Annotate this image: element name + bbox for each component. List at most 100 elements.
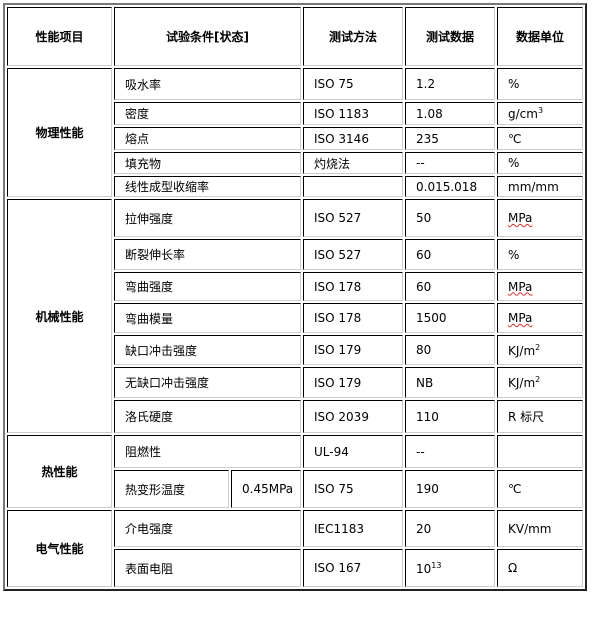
test-unit: ℃	[497, 127, 583, 150]
unit-text: g/cm	[508, 107, 538, 121]
header-row: 性能项目 试验条件[状态] 测试方法 测试数据 数据单位	[7, 7, 583, 66]
header-method: 测试方法	[303, 7, 403, 66]
test-item: 热变形温度	[114, 470, 229, 508]
test-value: 60	[405, 239, 495, 270]
value-text: 60	[416, 279, 432, 294]
test-item: 洛氏硬度	[114, 400, 301, 433]
test-method: ISO 527	[303, 239, 403, 270]
test-method: ISO 178	[303, 272, 403, 301]
unit-exponent: 2	[535, 342, 541, 352]
value-text: --	[416, 444, 425, 459]
value-text: 1.2	[416, 77, 436, 91]
value-text: 20	[416, 521, 432, 536]
table-row: 表面电阻 ISO 167 1013 Ω	[7, 549, 583, 587]
test-unit: MPa	[497, 272, 583, 301]
test-item: 弯曲强度	[114, 272, 301, 301]
test-item: 断裂伸长率	[114, 239, 301, 270]
unit-text: KJ/m	[508, 343, 536, 358]
value-text: 110	[416, 409, 439, 424]
test-unit: KJ/m2	[497, 335, 583, 365]
test-method: ISO 2039	[303, 400, 403, 433]
test-unit	[497, 435, 583, 468]
value-text: 1500	[416, 311, 447, 325]
test-value: --	[405, 435, 495, 468]
unit-text: %	[508, 77, 520, 91]
test-value: 1500	[405, 303, 495, 333]
test-unit: mm/mm	[497, 176, 583, 197]
value-text: 0.015.018	[416, 179, 478, 194]
table-row: 无缺口冲击强度 ISO 179 NB KJ/m2	[7, 367, 583, 398]
test-value: 110	[405, 400, 495, 433]
value-text: 10	[416, 561, 432, 576]
test-method: ISO 527	[303, 199, 403, 237]
unit-text: KJ/m	[508, 376, 536, 390]
value-exponent: 13	[431, 560, 442, 570]
test-method: ISO 179	[303, 335, 403, 365]
test-value: NB	[405, 367, 495, 398]
test-unit: g/cm3	[497, 102, 583, 125]
test-unit: KV/mm	[497, 510, 583, 547]
unit-text: ℃	[508, 131, 522, 146]
table-row: 弯曲模量 ISO 178 1500 MPa	[7, 303, 583, 333]
table-row: 热性能 阻燃性 UL-94 --	[7, 435, 583, 508]
test-method: IEC1183	[303, 510, 403, 547]
test-item: 熔点	[114, 127, 301, 150]
group-label-mechanical: 机械性能	[7, 199, 112, 433]
table-row: 洛氏硬度 ISO 2039 110 R 标尺	[7, 400, 583, 433]
unit-text: MPa	[508, 279, 533, 294]
test-value: 190	[405, 470, 495, 508]
value-text: --	[416, 156, 425, 170]
table-row: 电气性能 介电强度 IEC1183 20 KV/mm	[7, 510, 583, 587]
unit-text: %	[508, 247, 520, 262]
test-value: --	[405, 152, 495, 174]
test-unit: ℃	[497, 470, 583, 508]
group-label-thermal: 热性能	[7, 435, 112, 508]
test-item: 表面电阻	[114, 549, 301, 587]
test-method	[303, 176, 403, 197]
test-unit: R 标尺	[497, 400, 583, 433]
test-method: ISO 3146	[303, 127, 403, 150]
value-text: 235	[416, 131, 439, 146]
unit-text: R 标尺	[508, 410, 545, 424]
value-text: 60	[416, 247, 432, 262]
table-row: 断裂伸长率 ISO 527 60%	[7, 239, 583, 270]
table-row: 机械性能 拉伸强度 ISO 527 50 MPa	[7, 199, 583, 433]
test-method: ISO 179	[303, 367, 403, 398]
value-text: NB	[416, 375, 434, 390]
unit-text: %	[508, 156, 520, 170]
value-text: 1.08	[416, 106, 443, 121]
test-method: 灼烧法	[303, 152, 403, 174]
test-unit: KJ/m2	[497, 367, 583, 398]
test-item: 阻燃性	[114, 435, 301, 468]
test-condition: 0.45MPa	[231, 470, 301, 508]
group-label-physical: 物理性能	[7, 68, 112, 197]
unit-text: mm/mm	[508, 179, 559, 194]
test-method: ISO 75	[303, 470, 403, 508]
test-method: ISO 178	[303, 303, 403, 333]
test-method: ISO 1183	[303, 102, 403, 125]
header-property: 性能项目	[7, 7, 112, 66]
test-unit: %	[497, 239, 583, 270]
test-item: 弯曲模量	[114, 303, 301, 333]
unit-exponent: 3	[537, 106, 544, 115]
unit-text: MPa	[508, 211, 533, 225]
value-text: 50	[416, 211, 432, 225]
header-unit: 数据单位	[497, 7, 583, 66]
group-label-electrical: 电气性能	[7, 510, 112, 587]
test-value: 1.08	[405, 102, 495, 125]
test-method: UL-94	[303, 435, 403, 468]
unit-text: Ω	[508, 561, 518, 575]
test-value: 235	[405, 127, 495, 150]
table-row: 热变形温度 0.45MPa ISO 75 190 ℃	[7, 470, 583, 508]
test-item: 无缺口冲击强度	[114, 367, 301, 398]
test-item: 缺口冲击强度	[114, 335, 301, 365]
table-row: 熔点 ISO 3146 235 ℃	[7, 127, 583, 150]
table-row: 填充物 灼烧法 --%	[7, 152, 583, 174]
test-method: ISO 75	[303, 68, 403, 100]
test-unit: MPa	[497, 303, 583, 333]
test-unit: Ω	[497, 549, 583, 587]
test-value: 1013	[405, 549, 495, 587]
test-item: 介电强度	[114, 510, 301, 547]
value-text: 190	[416, 482, 439, 496]
test-value: 0.015.018	[405, 176, 495, 197]
